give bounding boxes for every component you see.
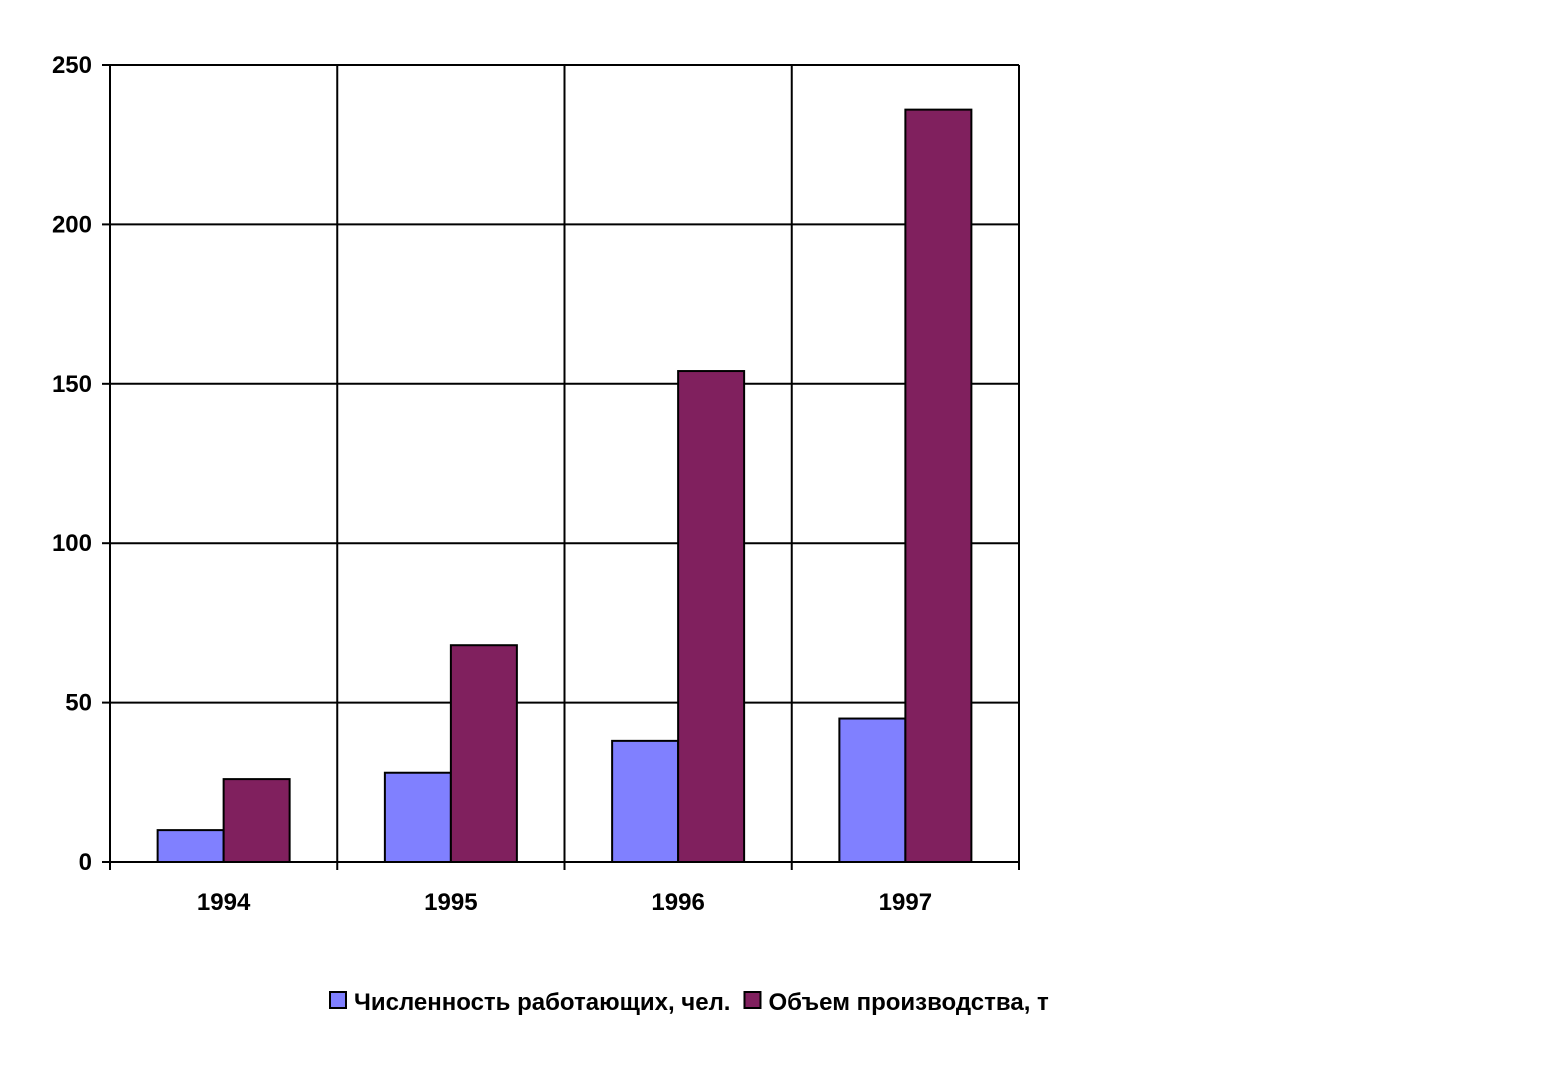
y-tick-label: 250 xyxy=(52,52,92,79)
x-tick-label: 1997 xyxy=(879,889,932,916)
y-tick-label: 100 xyxy=(52,530,92,557)
bar-1-1996 xyxy=(611,739,680,864)
y-tick-label: 150 xyxy=(52,371,92,398)
legend-label-2: Объем производства, т xyxy=(768,989,1049,1016)
bar-1-1997 xyxy=(838,717,907,863)
x-tick-labels: 1994 1995 1996 1997 xyxy=(197,889,932,916)
x-tick-label: 1995 xyxy=(424,889,477,916)
bar-2-1994 xyxy=(222,778,291,863)
legend-swatch-2 xyxy=(743,991,762,1009)
x-tick-label: 1996 xyxy=(651,889,704,916)
legend-swatch-1 xyxy=(329,991,347,1009)
bar-2-1996 xyxy=(677,370,746,863)
gridlines xyxy=(110,64,1020,862)
legend: Численность работающих, чел. Объем произв… xyxy=(329,989,1049,1016)
y-tick-label: 50 xyxy=(65,690,92,717)
bar-2-1995 xyxy=(449,644,518,863)
bar-1-1994 xyxy=(156,829,225,863)
x-tick-label: 1994 xyxy=(197,889,251,916)
bar-2-1997 xyxy=(904,108,973,863)
y-tick-label: 0 xyxy=(79,849,92,876)
legend-label-1: Численность работающих, чел. xyxy=(354,989,730,1016)
y-tick-label: 200 xyxy=(52,211,92,238)
axes xyxy=(102,64,1020,870)
bar-1-1995 xyxy=(383,771,452,864)
y-tick-labels: 0 50 100 150 200 250 xyxy=(52,52,92,876)
bars xyxy=(156,108,973,864)
